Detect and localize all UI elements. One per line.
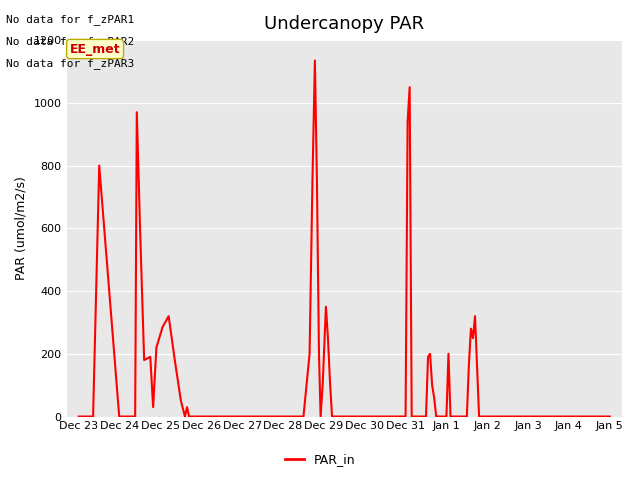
Legend: PAR_in: PAR_in [280, 448, 360, 471]
Text: No data for f_zPAR3: No data for f_zPAR3 [6, 58, 134, 69]
Text: EE_met: EE_met [70, 43, 120, 56]
Text: No data for f_zPAR2: No data for f_zPAR2 [6, 36, 134, 47]
Text: No data for f_zPAR1: No data for f_zPAR1 [6, 14, 134, 25]
Title: Undercanopy PAR: Undercanopy PAR [264, 15, 424, 33]
Y-axis label: PAR (umol/m2/s): PAR (umol/m2/s) [15, 176, 28, 280]
